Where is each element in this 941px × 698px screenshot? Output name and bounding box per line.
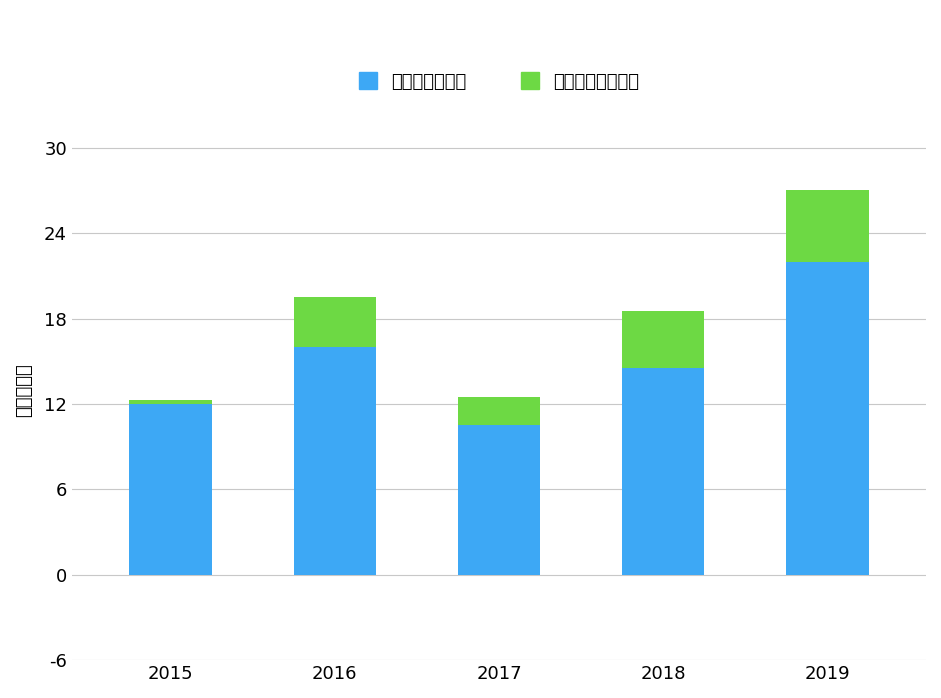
- Bar: [130, 400, 212, 404]
- Bar: [294, 347, 375, 574]
- Bar: [622, 311, 704, 369]
- Bar: [622, 369, 704, 574]
- Y-axis label: 单位：亿元: 单位：亿元: [15, 363, 33, 417]
- Legend: 新能源业务收入, 新能源业务毛利润: 新能源业务收入, 新能源业务毛利润: [350, 64, 648, 100]
- Bar: [787, 191, 869, 262]
- Bar: [458, 425, 540, 574]
- Bar: [787, 262, 869, 574]
- Bar: [294, 297, 375, 347]
- Bar: [130, 404, 212, 574]
- Bar: [458, 397, 540, 425]
